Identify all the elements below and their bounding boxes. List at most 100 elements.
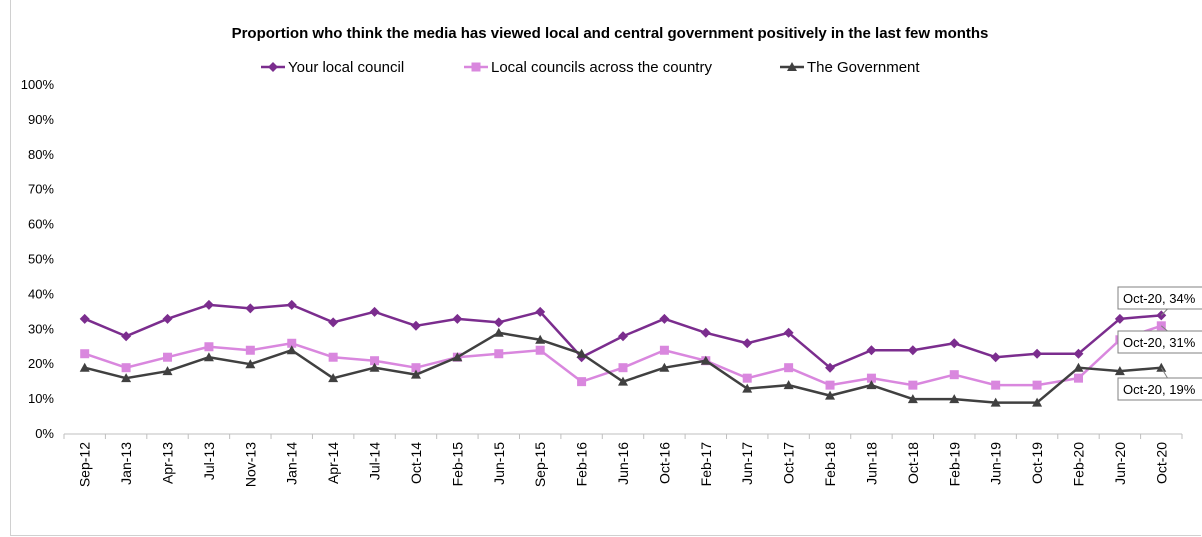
legend-label: The Government xyxy=(807,59,920,76)
series-2 xyxy=(79,327,1167,407)
data-point xyxy=(121,363,131,373)
y-tick-label: 70% xyxy=(28,182,54,197)
data-point xyxy=(991,380,1001,390)
data-point xyxy=(1032,348,1043,359)
callout-connector xyxy=(1160,325,1168,332)
x-tick-label: Oct-17 xyxy=(781,442,797,484)
y-tick-label: 60% xyxy=(28,217,54,232)
x-tick-label: Feb-15 xyxy=(449,442,465,487)
data-point xyxy=(784,363,794,373)
x-tick-label: Oct-14 xyxy=(408,442,424,484)
data-point xyxy=(328,317,339,328)
data-point xyxy=(907,394,918,404)
x-tick-label: Jun-19 xyxy=(988,442,1004,485)
data-point xyxy=(659,345,669,355)
data-point xyxy=(328,373,339,383)
data-point xyxy=(866,373,876,383)
x-tick-label: Oct-20 xyxy=(1153,442,1169,484)
x-tick-label: Feb-19 xyxy=(946,442,962,487)
data-point xyxy=(80,349,90,359)
data-point xyxy=(783,380,794,390)
x-tick-label: Oct-16 xyxy=(656,442,672,484)
callout-label: Oct-20, 31% xyxy=(1123,335,1196,350)
x-tick-label: Sep-12 xyxy=(77,442,93,487)
callout-label: Oct-20, 19% xyxy=(1123,382,1196,397)
data-point xyxy=(121,331,132,342)
callout-box xyxy=(1117,286,1202,310)
data-point xyxy=(700,327,711,338)
data-point xyxy=(1156,362,1167,372)
data-callout: Oct-20, 34% xyxy=(1117,286,1202,316)
chart-annotations: Oct-20, 34% Oct-20, 31% Oct-20, 19% xyxy=(1117,286,1202,401)
x-tick-label: Jun-17 xyxy=(739,442,755,485)
series-0 xyxy=(79,299,1167,373)
data-point xyxy=(328,352,338,362)
data-point xyxy=(866,380,877,390)
x-tick-label: Nov-13 xyxy=(242,442,258,487)
chart-legend: Your local council Local councils across … xyxy=(261,59,920,76)
x-tick-label: Jul-14 xyxy=(367,442,383,480)
data-point xyxy=(825,380,835,390)
data-point xyxy=(245,345,255,355)
data-point xyxy=(742,338,753,349)
data-point xyxy=(204,342,214,352)
data-point xyxy=(1114,313,1125,324)
data-point xyxy=(79,313,90,324)
chart-frame xyxy=(10,0,1201,536)
data-callout: Oct-20, 19% xyxy=(1117,367,1202,401)
data-point xyxy=(203,299,214,310)
y-tick-label: 30% xyxy=(28,321,54,336)
data-point xyxy=(121,373,132,383)
x-tick-label: Jul-13 xyxy=(201,442,217,480)
data-point xyxy=(494,349,504,359)
data-point xyxy=(1073,362,1084,372)
data-point xyxy=(576,348,587,358)
data-point xyxy=(452,352,463,362)
callout-connector xyxy=(1160,367,1168,379)
y-tick-label: 10% xyxy=(28,391,54,406)
data-point xyxy=(410,320,421,331)
data-point xyxy=(1073,348,1084,359)
data-point xyxy=(742,383,753,393)
data-point xyxy=(618,331,628,342)
data-point xyxy=(907,345,918,356)
y-tick-label: 0% xyxy=(35,426,54,441)
x-tick-label: Apr-13 xyxy=(160,442,176,484)
data-point xyxy=(535,345,545,355)
y-tick-label: 90% xyxy=(28,112,54,127)
x-tick-label: Feb-20 xyxy=(1070,442,1086,487)
data-point xyxy=(163,352,173,362)
legend-label: Your local council xyxy=(288,59,404,76)
data-point xyxy=(1032,380,1042,390)
data-point xyxy=(990,352,1001,363)
data-point xyxy=(452,313,463,324)
legend-swatch-marker xyxy=(471,62,481,72)
data-point xyxy=(162,313,173,324)
data-point xyxy=(949,338,960,349)
data-point xyxy=(700,355,711,365)
x-tick-label: Jan-13 xyxy=(118,442,134,485)
data-point xyxy=(1114,366,1125,376)
data-point xyxy=(618,376,628,386)
data-callout: Oct-20, 31% xyxy=(1117,325,1202,354)
data-point xyxy=(659,362,670,372)
x-tick-label: Apr-14 xyxy=(325,442,341,484)
data-point xyxy=(493,327,504,337)
data-point xyxy=(577,377,587,387)
data-point xyxy=(369,306,380,317)
data-point xyxy=(908,380,918,390)
legend-label: Local councils across the country xyxy=(491,59,712,76)
data-point xyxy=(825,362,836,373)
chart-title: Proportion who think the media has viewe… xyxy=(232,25,989,42)
x-tick-label: Jun-16 xyxy=(615,442,631,485)
y-tick-label: 40% xyxy=(28,286,54,301)
x-tick-label: Oct-18 xyxy=(905,442,921,484)
x-tick-label: Feb-18 xyxy=(822,442,838,487)
callout-connector xyxy=(1160,308,1168,316)
data-point xyxy=(825,390,836,400)
data-point xyxy=(949,370,959,380)
data-point xyxy=(866,345,877,356)
callout-box xyxy=(1117,330,1202,354)
callout-label: Oct-20, 34% xyxy=(1123,291,1196,306)
